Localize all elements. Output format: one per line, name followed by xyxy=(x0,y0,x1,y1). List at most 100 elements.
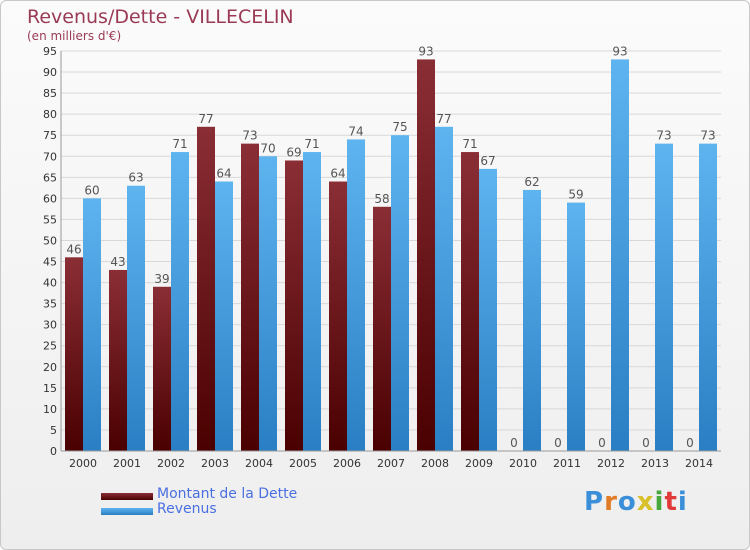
y-tick-label: 5 xyxy=(50,424,57,437)
data-label: 46 xyxy=(66,242,81,256)
x-tick-label: 2010 xyxy=(509,457,537,470)
legend-swatch-dette xyxy=(101,493,153,500)
bar-revenus xyxy=(699,143,717,451)
data-label: 74 xyxy=(348,124,363,138)
data-label: 67 xyxy=(480,154,495,168)
y-tick-label: 75 xyxy=(43,129,57,142)
bar-dette xyxy=(197,126,215,451)
x-tick-label: 2000 xyxy=(69,457,97,470)
bar-revenus xyxy=(83,198,101,451)
bar-dette xyxy=(329,181,347,452)
y-tick-label: 65 xyxy=(43,171,57,184)
x-tick-label: 2011 xyxy=(553,457,581,470)
chart-title: Revenus/Dette - VILLECELIN xyxy=(27,6,294,28)
y-tick-label: 80 xyxy=(43,108,57,121)
bar-revenus xyxy=(655,143,673,451)
data-label: 75 xyxy=(392,120,407,134)
data-label: 77 xyxy=(198,112,213,126)
brand-logo: Proxiti xyxy=(584,487,688,517)
y-tick-label: 90 xyxy=(43,66,57,79)
bar-dette xyxy=(65,257,83,451)
y-tick-label: 60 xyxy=(43,192,57,205)
y-tick-label: 10 xyxy=(43,403,57,416)
x-tick-label: 2001 xyxy=(113,457,141,470)
y-tick-label: 70 xyxy=(43,150,57,163)
data-label: 71 xyxy=(172,137,187,151)
x-tick-label: 2012 xyxy=(597,457,625,470)
bar-revenus xyxy=(215,181,233,452)
legend-label-revenus: Revenus xyxy=(157,501,217,517)
data-label: 93 xyxy=(418,44,433,58)
data-label: 39 xyxy=(154,272,169,286)
bar-revenus xyxy=(567,202,585,451)
data-label: 60 xyxy=(84,183,99,197)
y-tick-label: 50 xyxy=(43,234,57,247)
legend-swatch-revenus xyxy=(101,508,153,515)
y-tick-label: 20 xyxy=(43,361,57,374)
y-tick-label: 15 xyxy=(43,382,57,395)
y-tick-label: 25 xyxy=(43,340,57,353)
bar-dette xyxy=(417,59,435,451)
y-tick-label: 0 xyxy=(50,445,57,458)
bar-dette xyxy=(373,206,391,451)
bar-revenus xyxy=(171,152,189,452)
y-tick-label: 30 xyxy=(43,319,57,332)
x-tick-label: 2003 xyxy=(201,457,229,470)
data-label: 62 xyxy=(524,175,539,189)
data-label: 0 xyxy=(686,436,694,450)
y-tick-label: 55 xyxy=(43,213,57,226)
bar-revenus xyxy=(259,156,277,451)
data-label: 63 xyxy=(128,171,143,185)
bar-revenus xyxy=(611,59,629,451)
legend-label-dette: Montant de la Dette xyxy=(157,486,298,502)
data-label: 59 xyxy=(568,188,583,202)
x-tick-label: 2007 xyxy=(377,457,405,470)
bar-revenus xyxy=(391,135,409,452)
data-label: 73 xyxy=(700,129,715,143)
bar-revenus xyxy=(127,185,145,451)
bar-dette xyxy=(285,160,303,451)
bar-dette xyxy=(241,143,259,451)
bar-revenus xyxy=(435,126,453,451)
bar-revenus xyxy=(347,139,365,451)
chart-subtitle: (en milliers d'€) xyxy=(27,29,122,43)
x-tick-label: 2004 xyxy=(245,457,273,470)
data-label: 0 xyxy=(554,436,562,450)
data-label: 69 xyxy=(286,145,301,159)
x-tick-label: 2009 xyxy=(465,457,493,470)
data-label: 0 xyxy=(642,436,650,450)
data-label: 70 xyxy=(260,141,275,155)
data-label: 71 xyxy=(304,137,319,151)
bar-revenus xyxy=(523,189,541,451)
data-label: 73 xyxy=(656,129,671,143)
bar-dette xyxy=(153,286,171,451)
data-label: 0 xyxy=(598,436,606,450)
data-label: 64 xyxy=(330,167,345,181)
y-tick-label: 40 xyxy=(43,277,57,290)
bar-revenus xyxy=(303,152,321,452)
x-tick-label: 2006 xyxy=(333,457,361,470)
data-label: 0 xyxy=(510,436,518,450)
y-tick-label: 35 xyxy=(43,298,57,311)
bar-revenus xyxy=(479,168,497,452)
y-tick-label: 95 xyxy=(43,45,57,58)
bar-dette xyxy=(109,269,127,451)
data-label: 58 xyxy=(374,192,389,206)
data-label: 43 xyxy=(110,255,125,269)
data-label: 64 xyxy=(216,167,231,181)
x-tick-label: 2002 xyxy=(157,457,185,470)
x-tick-label: 2013 xyxy=(641,457,669,470)
axes: 0 5 10 15 20 25 30 35 40 45 50 55 60 65 70 75 80 85 90 95 20… xyxy=(43,45,721,470)
data-label: 93 xyxy=(612,44,627,58)
y-tick-label: 45 xyxy=(43,256,57,269)
x-tick-label: 2005 xyxy=(289,457,317,470)
data-label: 77 xyxy=(436,112,451,126)
data-label: 71 xyxy=(462,137,477,151)
x-tick-label: 2008 xyxy=(421,457,449,470)
bar-dette xyxy=(461,152,479,452)
data-label: 73 xyxy=(242,129,257,143)
y-tick-label: 85 xyxy=(43,87,57,100)
